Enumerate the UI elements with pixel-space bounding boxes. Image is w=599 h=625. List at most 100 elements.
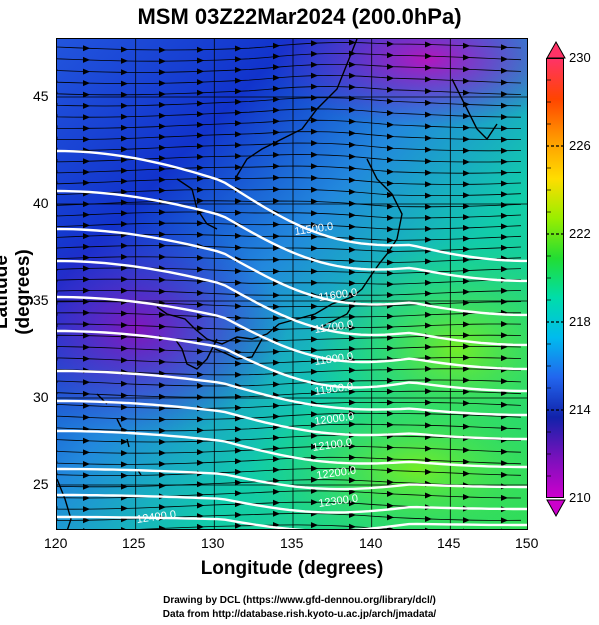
wind-arrow xyxy=(425,146,432,153)
wind-arrow xyxy=(349,500,356,507)
x-axis-label: Longitude (degrees) xyxy=(200,558,384,579)
wind-arrow xyxy=(197,278,204,285)
wind-arrow xyxy=(387,86,394,93)
wind-arrow xyxy=(273,151,280,158)
wind-arrow xyxy=(349,235,356,242)
wind-arrow xyxy=(83,461,90,467)
wind-arrow xyxy=(311,210,318,217)
wind-arrow xyxy=(387,490,394,497)
wind-arrow xyxy=(425,135,432,142)
wind-arrow xyxy=(121,221,128,227)
wind-arrow xyxy=(501,147,508,154)
contour-line xyxy=(57,329,527,393)
wind-arrow xyxy=(197,371,204,378)
wind-arrow xyxy=(349,399,356,406)
wind-arrow xyxy=(463,181,470,188)
wind-arrow xyxy=(463,224,470,231)
wind-arrow xyxy=(235,232,242,239)
wind-arrow xyxy=(463,343,470,350)
wind-arrow xyxy=(83,243,90,250)
wind-arrow xyxy=(311,368,318,375)
wind-arrow xyxy=(501,234,508,240)
wind-arrow xyxy=(273,96,280,103)
wind-arrow xyxy=(83,233,90,240)
wind-arrow xyxy=(121,287,128,294)
wind-arrow xyxy=(197,523,204,529)
wind-arrow xyxy=(235,153,242,160)
wind-arrow xyxy=(463,235,470,242)
contour-line xyxy=(57,399,527,441)
wind-arrow xyxy=(121,438,128,445)
wind-arrow xyxy=(273,348,280,355)
wind-arrow xyxy=(273,74,280,81)
wind-arrow xyxy=(235,314,242,321)
wind-arrow xyxy=(121,253,128,260)
wind-arrow xyxy=(121,46,128,53)
wind-arrow xyxy=(197,153,204,160)
wind-arrow xyxy=(463,147,470,154)
wind-arrow xyxy=(121,69,128,76)
wind-arrow xyxy=(311,233,318,240)
wind-arrow xyxy=(235,337,242,344)
wind-arrow xyxy=(387,526,394,529)
wind-arrow xyxy=(83,136,90,143)
wind-arrow xyxy=(425,258,432,265)
wind-arrow xyxy=(425,279,432,286)
wind-arrow xyxy=(159,47,166,53)
contour-label: 12000.0 xyxy=(314,411,355,428)
wind-arrow xyxy=(501,244,508,251)
wind-arrow xyxy=(83,414,90,421)
wind-arrow xyxy=(425,365,432,372)
wind-arrow xyxy=(387,292,394,298)
wind-arrow xyxy=(311,465,318,472)
wind-arrow xyxy=(463,170,470,177)
contour-line xyxy=(57,295,527,371)
wind-arrow xyxy=(387,110,394,116)
wind-arrow xyxy=(197,220,204,227)
wind-arrow xyxy=(501,158,508,165)
wind-arrow xyxy=(349,165,356,172)
wind-arrow xyxy=(83,517,90,524)
wind-arrow xyxy=(387,75,394,82)
wind-arrow xyxy=(235,131,242,138)
wind-arrow xyxy=(121,188,128,195)
wind-arrow xyxy=(273,174,280,181)
wind-arrow xyxy=(425,354,432,361)
wind-arrow xyxy=(273,198,280,204)
wind-arrow xyxy=(349,61,356,68)
wind-arrow xyxy=(159,461,166,467)
wind-arrow xyxy=(159,358,166,365)
wind-arrow xyxy=(425,53,432,60)
wind-arrow xyxy=(83,298,90,305)
wind-arrow xyxy=(235,360,242,367)
wind-arrow xyxy=(425,41,432,48)
wind-arrow xyxy=(121,415,128,422)
contour-line xyxy=(57,369,527,417)
wind-arrow xyxy=(463,354,470,361)
contour-label: 11900.0 xyxy=(314,381,354,398)
wind-arrow xyxy=(425,469,432,475)
wind-arrow xyxy=(273,292,280,299)
wind-arrow xyxy=(121,505,128,512)
wind-arrow xyxy=(501,321,508,327)
wind-arrow xyxy=(501,125,508,132)
wind-arrow xyxy=(197,336,204,343)
wind-arrow xyxy=(273,256,280,263)
wind-arrow xyxy=(273,434,280,441)
wind-arrow xyxy=(83,276,90,283)
wind-arrow xyxy=(501,56,508,63)
height-contours xyxy=(57,149,527,529)
wind-arrow xyxy=(463,246,470,253)
wind-arrow xyxy=(197,46,204,53)
contour-line xyxy=(57,227,527,317)
wind-arrow xyxy=(349,212,356,219)
wind-arrow xyxy=(349,280,356,287)
wind-arrow xyxy=(273,303,280,310)
wind-arrow xyxy=(425,214,432,221)
wind-arrow xyxy=(235,490,242,497)
wind-arrow xyxy=(197,79,204,86)
colorbar-label: 218 xyxy=(569,314,591,329)
wind-arrow xyxy=(349,246,356,253)
streamline xyxy=(57,524,396,529)
wind-arrow xyxy=(197,266,204,273)
